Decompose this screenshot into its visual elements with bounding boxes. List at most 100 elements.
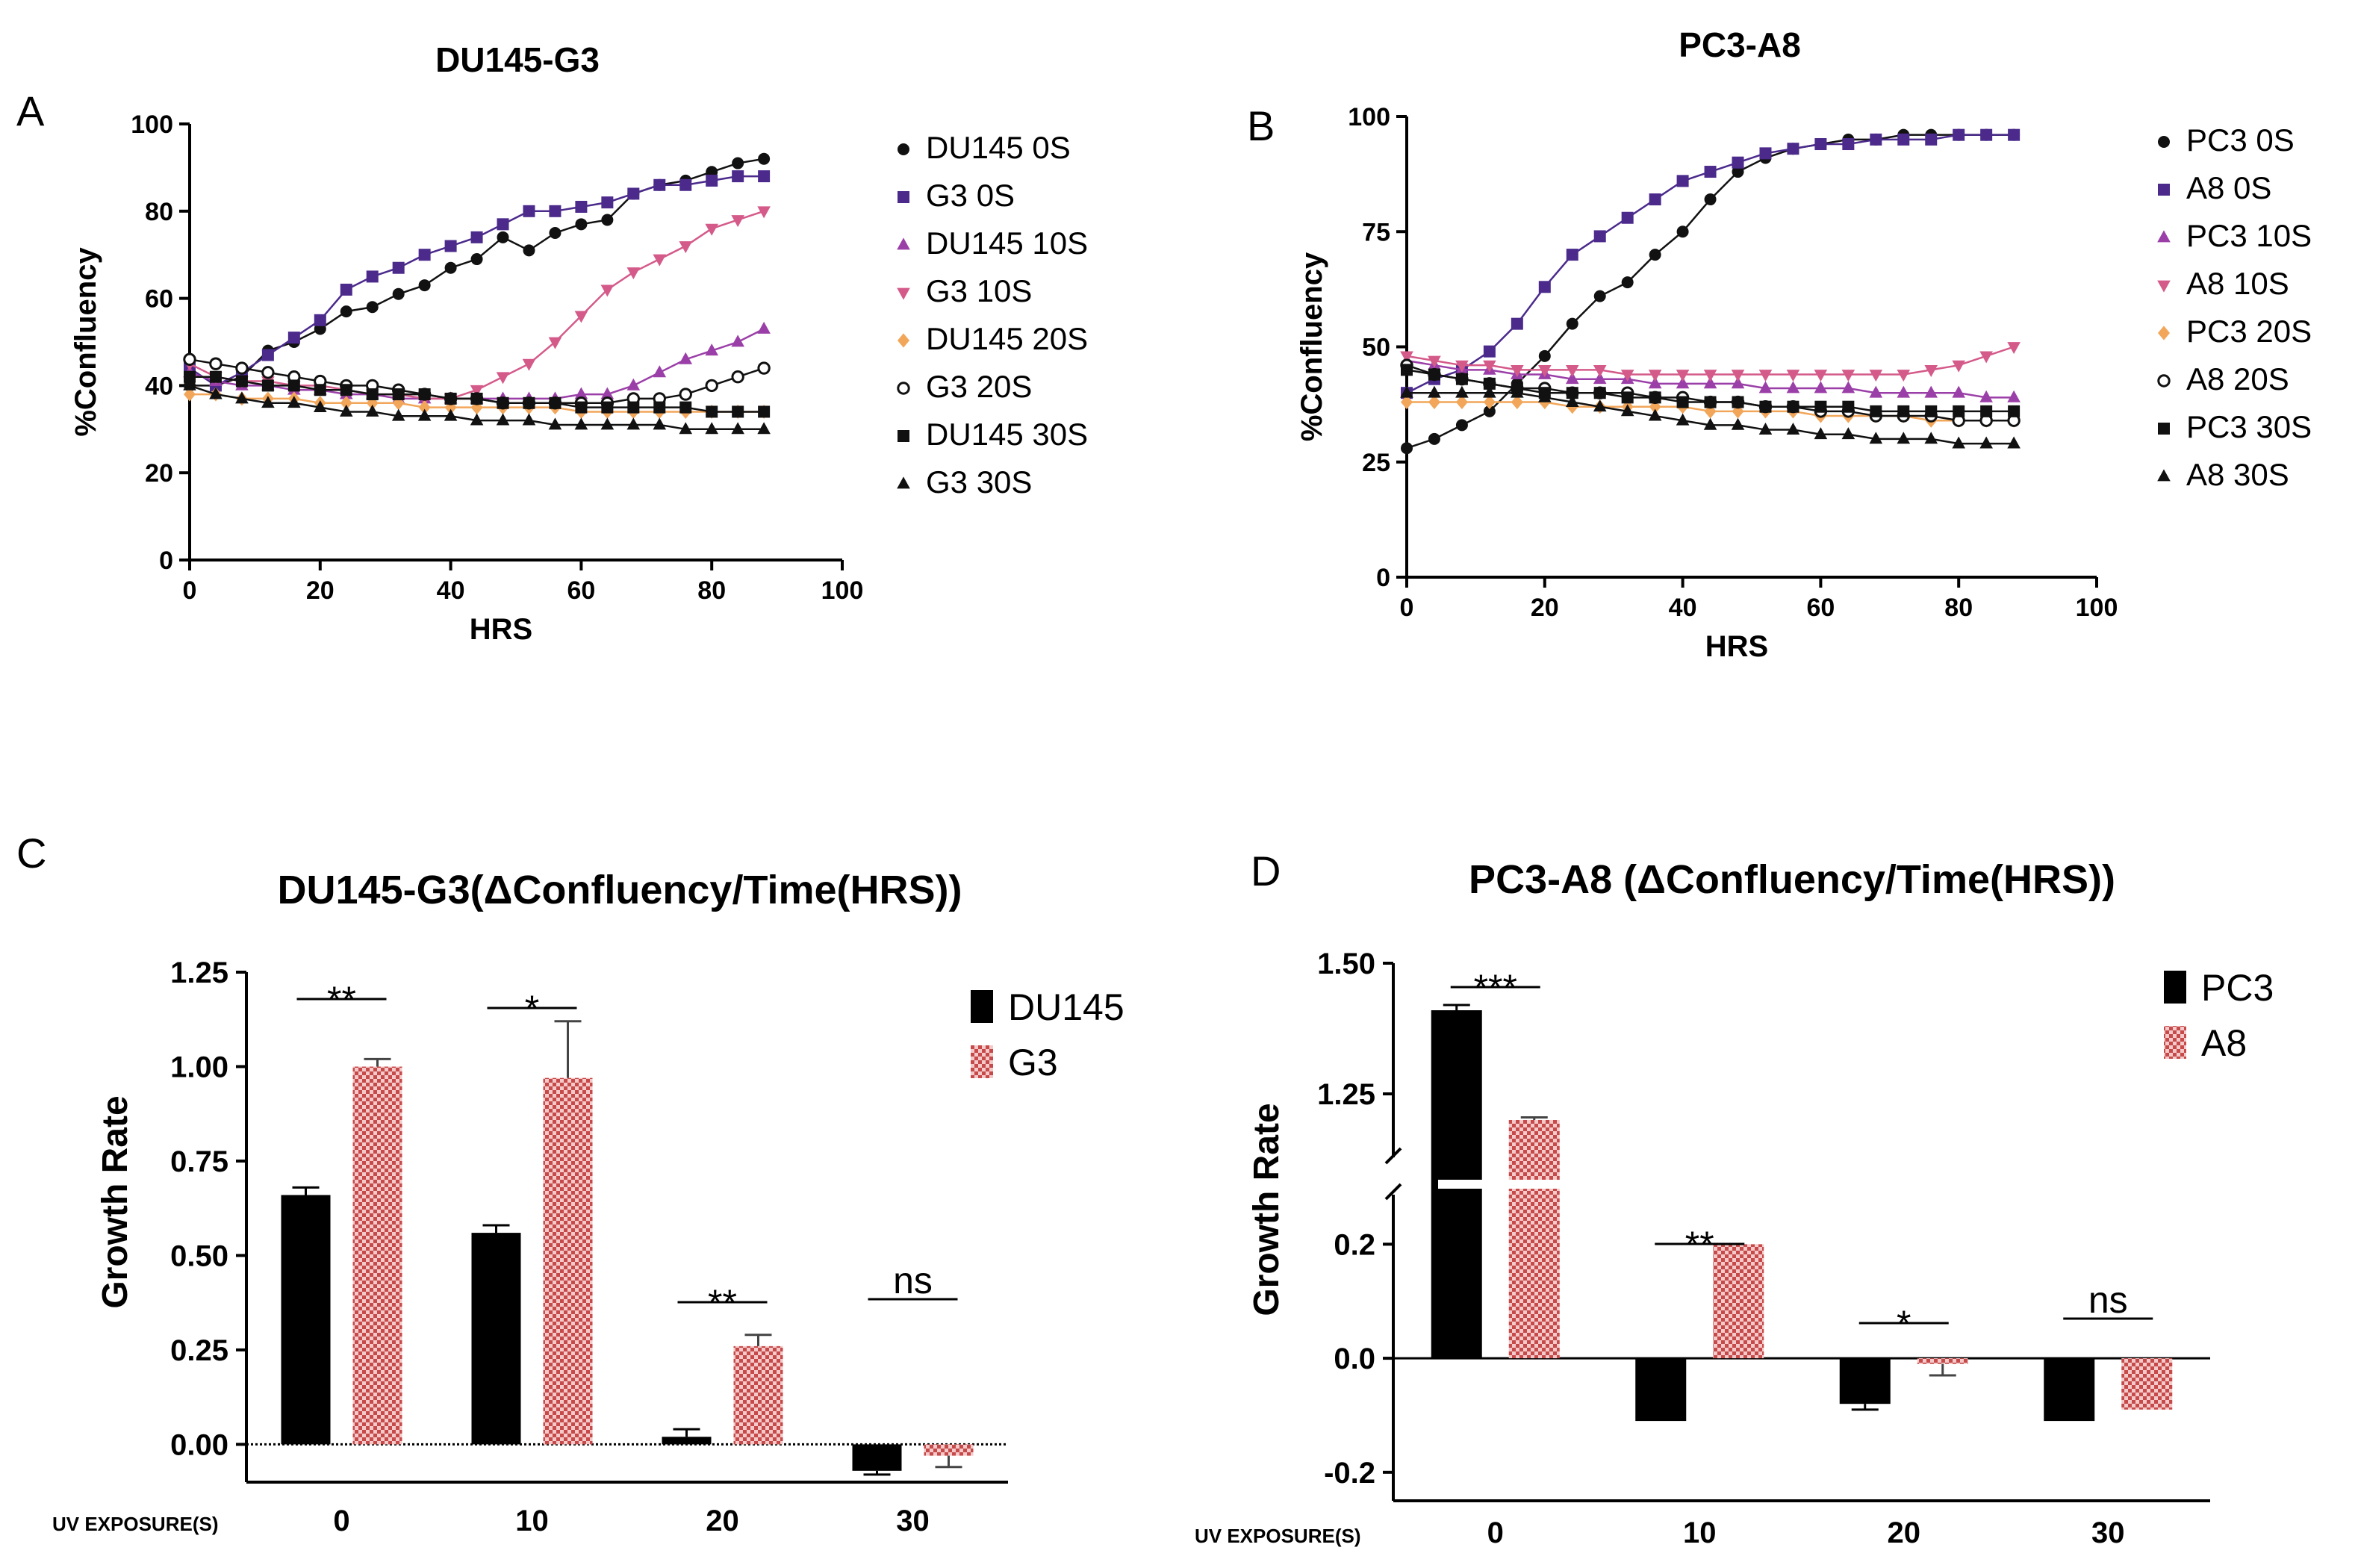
bar-g3-30 [924, 1444, 974, 1456]
legend-label: G3 0S [926, 178, 1015, 213]
data-point [287, 396, 301, 408]
data-point [444, 392, 457, 405]
data-point [339, 404, 353, 417]
data-point [1814, 400, 1827, 413]
x-tick-label: 0 [183, 576, 197, 605]
data-point [235, 375, 248, 388]
legend-marker [897, 237, 910, 250]
data-point [1897, 385, 1911, 398]
data-point [1483, 405, 1496, 417]
significance-label: * [1897, 1303, 1911, 1345]
data-point [523, 244, 535, 257]
data-point [1704, 193, 1717, 206]
legend-swatch [2164, 971, 2186, 1004]
data-point [365, 404, 379, 417]
data-point [1869, 385, 1883, 398]
legend-label: PC3 30S [2186, 409, 2312, 444]
data-point [261, 379, 274, 392]
data-point [1538, 349, 1551, 362]
data-point [235, 361, 249, 375]
axis-break-mark [1384, 1147, 1402, 1165]
data-point [1924, 432, 1938, 444]
data-point [1400, 351, 1413, 364]
x-tick-label: 60 [1806, 594, 1835, 622]
category-label: 30 [2091, 1516, 2125, 1549]
data-point [601, 401, 614, 414]
data-point [731, 370, 744, 384]
data-point [731, 335, 744, 347]
data-point [1621, 211, 1634, 224]
data-point [470, 385, 484, 397]
legend-swatch [971, 990, 993, 1023]
data-point [732, 157, 744, 169]
data-point [1428, 432, 1440, 445]
data-point [549, 205, 561, 217]
legend-label: A8 10S [2186, 266, 2289, 301]
y-tick-label: 20 [145, 459, 173, 488]
data-point [758, 152, 771, 165]
legend-label: PC3 [2201, 967, 2274, 1009]
data-point [1565, 394, 1579, 407]
data-point [1841, 370, 1855, 382]
legend-marker [2158, 184, 2170, 196]
legend-marker [2157, 469, 2171, 482]
data-point [496, 413, 510, 426]
panel-d-bar-chart: -0.2 0.0 0.2 1.25 1.50 PC3-A8 (ΔConfluency/Ti… [1195, 857, 2274, 1549]
data-point [1925, 405, 1938, 417]
data-point [1455, 394, 1468, 410]
data-point [444, 261, 457, 274]
data-point [1869, 370, 1883, 382]
legend-marker [898, 333, 909, 348]
data-point [1952, 436, 1965, 449]
data-point [1676, 370, 1690, 382]
data-point [1924, 364, 1938, 377]
y-tick-label: 1.25 [1317, 1078, 1375, 1111]
data-point [1814, 370, 1828, 382]
series-a8-30s [1400, 385, 2021, 449]
data-point [1400, 385, 1413, 398]
data-point [1786, 422, 1800, 435]
y-tick-label: 25 [1362, 449, 1390, 477]
data-point [2008, 128, 2021, 141]
data-point [679, 241, 693, 254]
data-point [183, 378, 196, 391]
data-point [679, 352, 693, 364]
data-point [758, 170, 771, 183]
data-point [1401, 442, 1413, 455]
legend-label: G3 [1008, 1042, 1058, 1083]
data-point [757, 422, 771, 435]
data-point [679, 178, 692, 191]
data-point [1428, 394, 1440, 410]
data-point [549, 396, 561, 409]
y-tick-label: 0 [1376, 564, 1390, 592]
data-point [653, 417, 667, 430]
data-point [653, 401, 666, 414]
y-axis-title: %Confluency [69, 247, 102, 437]
y-tick-label: 0.00 [170, 1428, 228, 1461]
data-point [1649, 249, 1661, 261]
bar-du145-30 [852, 1444, 902, 1471]
x-tick-label: 0 [1400, 594, 1414, 622]
data-point [1648, 376, 1662, 389]
bar-g3-20 [733, 1345, 783, 1445]
x-tick-label: 40 [437, 576, 465, 605]
legend-label: A8 [2201, 1022, 2247, 1064]
data-point [261, 349, 274, 361]
data-point [1483, 377, 1496, 390]
x-tick-label: 80 [1944, 594, 1973, 622]
data-point [1703, 376, 1717, 389]
data-point [209, 370, 222, 383]
data-point [574, 387, 588, 399]
data-point [392, 287, 405, 300]
data-point [731, 215, 744, 228]
data-point [2007, 390, 2021, 402]
data-point [1897, 370, 1911, 382]
data-point [1704, 396, 1717, 408]
panel-label-a: A [16, 87, 45, 134]
bar-du145-10 [471, 1233, 521, 1445]
legend-label: PC3 0S [2186, 122, 2295, 158]
data-point [1593, 290, 1606, 302]
data-point [1786, 370, 1800, 382]
y-axis-title: Growth Rate [96, 1095, 135, 1308]
